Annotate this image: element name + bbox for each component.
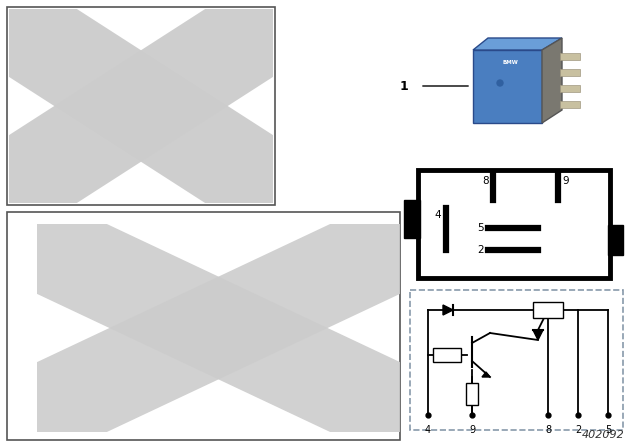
Text: 8: 8	[545, 425, 551, 435]
Bar	[533, 302, 563, 318]
Polygon shape	[37, 224, 400, 432]
Bar	[560, 69, 580, 76]
Text: 2: 2	[575, 425, 581, 435]
Text: 8: 8	[483, 176, 489, 186]
Polygon shape	[37, 224, 400, 432]
Bar	[433, 348, 461, 362]
Bar	[410, 290, 623, 430]
Text: BMW: BMW	[502, 60, 518, 65]
Bar	[404, 200, 420, 238]
Bar	[560, 53, 580, 60]
Polygon shape	[542, 38, 562, 123]
Text: 402092: 402092	[582, 430, 625, 440]
Bar	[560, 101, 580, 108]
Polygon shape	[533, 330, 543, 340]
Text: 4: 4	[425, 425, 431, 435]
Text: 9: 9	[562, 176, 568, 186]
Text: 4: 4	[435, 210, 441, 220]
Bar	[560, 85, 580, 92]
Text: 2: 2	[477, 245, 484, 255]
Polygon shape	[482, 372, 490, 377]
Bar	[418, 170, 610, 278]
Bar	[7, 212, 400, 440]
Text: 1: 1	[399, 79, 408, 92]
Text: 9: 9	[469, 425, 475, 435]
Polygon shape	[473, 38, 562, 50]
Polygon shape	[9, 9, 273, 203]
Bar	[7, 7, 275, 205]
Text: 5: 5	[477, 223, 484, 233]
Polygon shape	[9, 9, 273, 203]
Polygon shape	[443, 305, 453, 315]
Bar	[608, 225, 623, 255]
Text: 5: 5	[605, 425, 611, 435]
Polygon shape	[473, 50, 542, 123]
Circle shape	[497, 80, 503, 86]
Bar	[466, 383, 478, 405]
